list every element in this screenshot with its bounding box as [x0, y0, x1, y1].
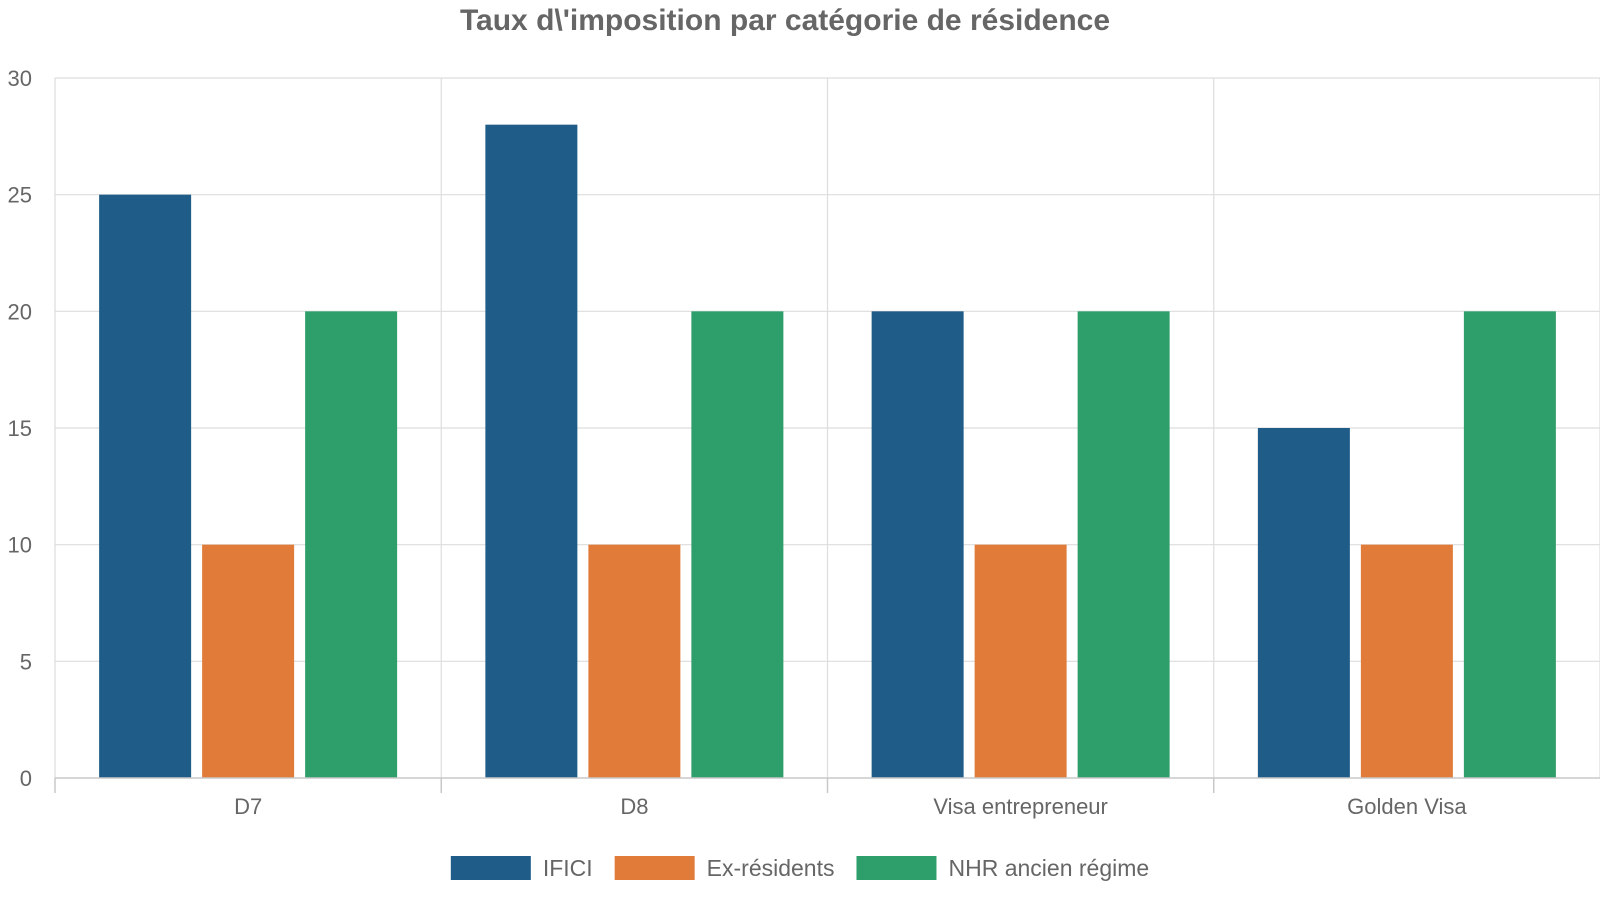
legend-label-nhr-ancien-r-gime: NHR ancien régime	[948, 855, 1149, 881]
y-tick-label: 25	[8, 183, 32, 208]
bar-nhr-ancien-r-gime-0	[305, 311, 398, 778]
y-tick-label: 15	[8, 416, 32, 441]
x-tick-label: Golden Visa	[1347, 794, 1467, 819]
legend-label-ex-r-sidents: Ex-résidents	[707, 855, 835, 881]
y-tick-label: 30	[8, 66, 32, 91]
legend-swatch-ifici	[450, 856, 531, 880]
x-tick-label: D8	[620, 794, 648, 819]
chart-title: Taux d\'imposition par catégorie de rési…	[460, 4, 1110, 37]
axes: 0 5 10 15 20 25 30 D7 D8 Visa entrepreneur Golden …	[8, 66, 1600, 819]
bars	[99, 124, 1556, 778]
legend-swatch-ex-r-sidents	[614, 856, 695, 880]
bar-ex-r-sidents-3	[1360, 544, 1453, 778]
bar-ex-r-sidents-2	[974, 544, 1067, 778]
bar-ifici-0	[99, 194, 192, 778]
bar-nhr-ancien-r-gime-2	[1077, 311, 1170, 778]
legend-label-ifici: IFICI	[543, 855, 593, 881]
legend-swatch-nhr-ancien-r-gime	[856, 856, 937, 880]
bar-ifici-2	[871, 311, 964, 778]
y-tick-label: 10	[8, 533, 32, 558]
y-tick-label: 20	[8, 299, 32, 324]
bar-nhr-ancien-r-gime-1	[691, 311, 784, 778]
y-tick-label: 5	[20, 649, 32, 674]
bar-ex-r-sidents-1	[588, 544, 681, 778]
bar-ex-r-sidents-0	[202, 544, 295, 778]
x-tick-label: D7	[234, 794, 262, 819]
y-tick-label: 0	[20, 766, 32, 791]
x-tick-label: Visa entrepreneur	[933, 794, 1108, 819]
legend: IFICI Ex-résidents NHR ancien régime	[450, 855, 1149, 881]
bar-ifici-3	[1257, 428, 1350, 778]
bar-ifici-1	[485, 124, 578, 778]
bar-nhr-ancien-r-gime-3	[1463, 311, 1556, 778]
